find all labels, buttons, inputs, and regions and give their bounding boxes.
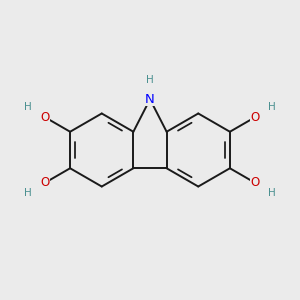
Text: O: O xyxy=(40,176,50,189)
Text: N: N xyxy=(145,93,155,106)
Text: H: H xyxy=(268,102,276,112)
Text: H: H xyxy=(146,75,154,85)
Text: O: O xyxy=(250,111,260,124)
Text: H: H xyxy=(24,102,32,112)
Text: O: O xyxy=(40,111,50,124)
Text: O: O xyxy=(250,176,260,189)
Text: H: H xyxy=(268,188,276,198)
Text: H: H xyxy=(24,188,32,198)
